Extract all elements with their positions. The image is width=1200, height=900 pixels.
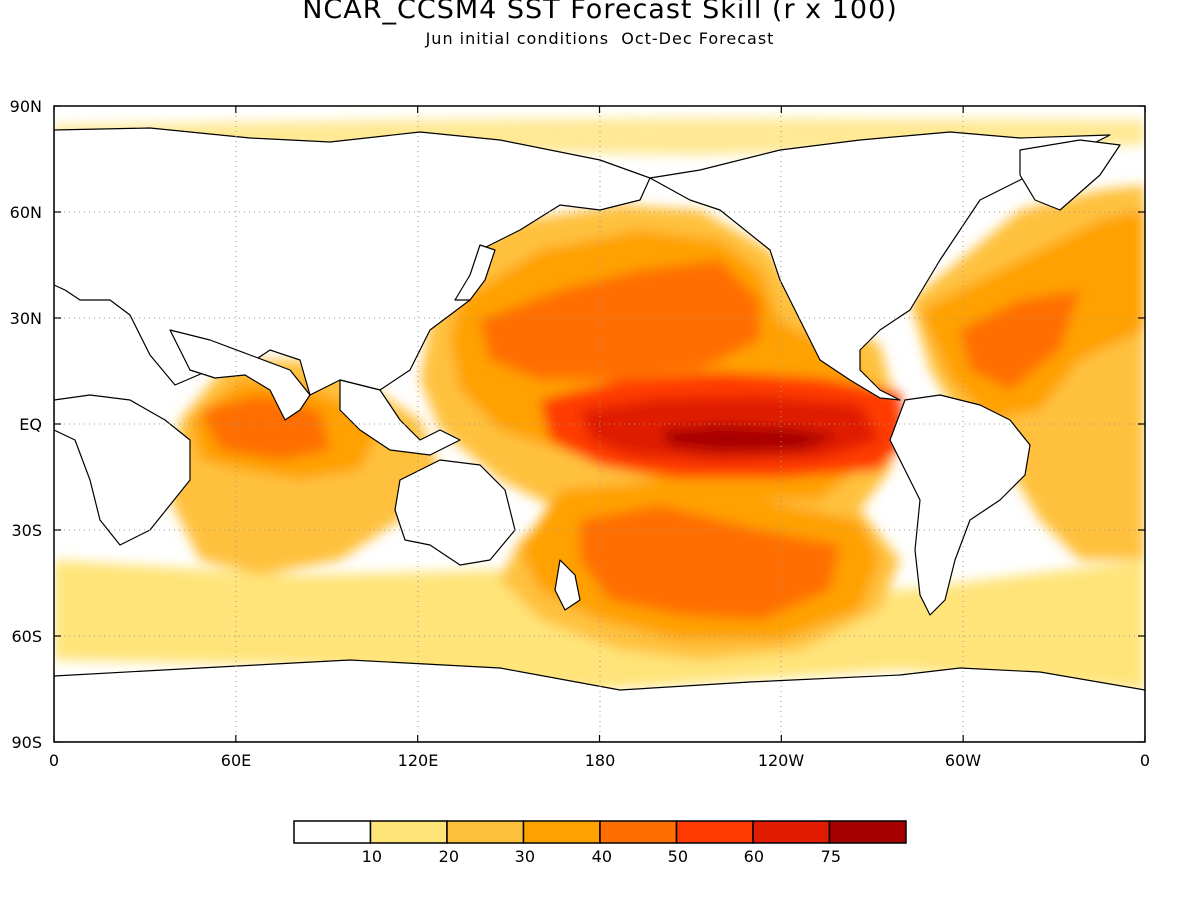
chart-subtitle: Jun initial conditions Oct-Dec Forecast: [425, 29, 775, 48]
lon-label-180: 180: [585, 751, 616, 770]
lon-label-0: 0: [49, 751, 59, 770]
land-africa-south: [54, 394, 191, 546]
skill-area-equatorial-peak: [660, 425, 840, 452]
lat-label-60n: 60N: [10, 203, 42, 222]
lon-label-360: 0: [1140, 751, 1150, 770]
legend-swatch: [369, 820, 448, 844]
lat-label-eq: EQ: [19, 415, 42, 434]
legend-label-20: 20: [439, 847, 459, 866]
land-south-america: [889, 394, 1031, 616]
land-greenland: [1019, 139, 1121, 211]
grid-lines: [54, 106, 1145, 742]
lat-label-90n: 90N: [10, 97, 42, 116]
lat-label-30s: 30S: [11, 521, 42, 540]
legend-swatch: [828, 820, 907, 844]
lon-label-120w: 120W: [758, 751, 805, 770]
lon-label-60e: 60E: [221, 751, 251, 770]
lon-label-60w: 60W: [945, 751, 981, 770]
chart-title: NCAR_CCSM4 SST Forecast Skill (r x 100): [302, 0, 898, 25]
skill-area-south-pacific-high: [580, 505, 840, 620]
legend-label-10: 10: [362, 847, 382, 866]
legend-swatch: [752, 820, 831, 844]
legend-swatch: [675, 820, 754, 844]
latitude-labels: 90N 60N 30N EQ 30S 60S 90S: [10, 97, 42, 752]
legend-label-40: 40: [592, 847, 612, 866]
longitude-labels: 0 60E 120E 180 120W 60W 0: [49, 751, 1150, 770]
legend-label-75: 75: [821, 847, 841, 866]
lon-label-120e: 120E: [398, 751, 439, 770]
land-india-arabia: [169, 329, 311, 421]
legend-swatch: [446, 820, 525, 844]
land-north-america: [649, 131, 1111, 401]
legend-swatch: [522, 820, 601, 844]
skill-area-atlantic-high: [960, 290, 1080, 390]
skill-field: [54, 118, 1145, 742]
land-japan: [454, 244, 496, 301]
color-legend: 10 20 30 40 50 60 75: [293, 820, 907, 866]
legend-swatch: [293, 820, 372, 844]
land-eurasia-africa: [54, 127, 651, 396]
lat-label-60s: 60S: [11, 627, 42, 646]
legend-label-60: 60: [744, 847, 764, 866]
lat-label-30n: 30N: [10, 309, 42, 328]
legend-label-50: 50: [668, 847, 688, 866]
lat-label-90s: 90S: [11, 733, 42, 752]
land-new-zealand: [554, 559, 581, 611]
skill-area-north-pacific-high: [480, 260, 760, 380]
tick-marks: [53, 105, 1146, 743]
land-australia: [394, 459, 516, 566]
legend-label-30: 30: [515, 847, 535, 866]
land-southeast-asia: [339, 379, 461, 456]
legend-swatch: [599, 820, 678, 844]
